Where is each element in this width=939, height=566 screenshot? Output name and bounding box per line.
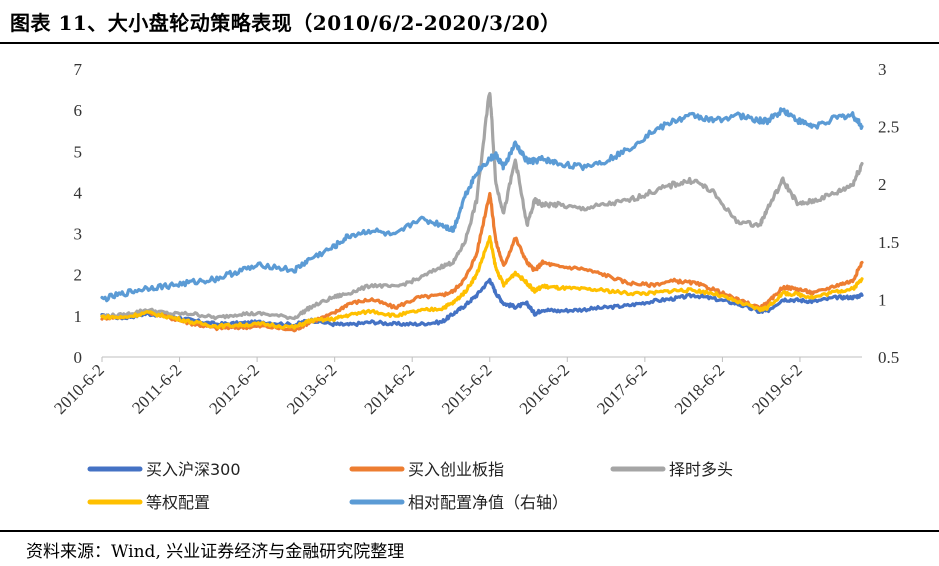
y-right-tick-label: 2 — [878, 175, 887, 194]
chart-series — [100, 91, 864, 333]
y-right-tick-label: 2.5 — [878, 118, 899, 137]
x-tick-label: 2017-6-2 — [593, 360, 651, 418]
figure-title: 图表 11、大小盘轮动策略表现（2010/6/2-2020/3/20） — [10, 11, 561, 35]
y-right-tick-label: 0.5 — [878, 348, 899, 367]
source-rule — [0, 530, 939, 532]
y-left-tick-label: 6 — [74, 101, 83, 120]
x-tick-label: 2011-6-2 — [128, 360, 185, 417]
title-rule — [0, 42, 939, 44]
y-left-tick-label: 3 — [74, 225, 83, 244]
legend-label-5: 相对配置净值（右轴） — [408, 493, 568, 512]
series-line-5 — [100, 107, 864, 303]
x-tick-label: 2013-6-2 — [283, 360, 341, 418]
legend-label-4: 等权配置 — [146, 493, 210, 512]
x-tick-label: 2019-6-2 — [748, 360, 806, 418]
x-tick-label: 2014-6-2 — [361, 360, 419, 418]
y-left-tick-label: 7 — [74, 60, 83, 79]
legend-label-1: 买入沪深300 — [146, 460, 241, 479]
x-tick-label: 2015-6-2 — [438, 360, 496, 418]
y-right-tick-label: 3 — [878, 60, 887, 79]
y-left-tick-label: 1 — [74, 307, 83, 326]
series-line-4 — [100, 235, 864, 330]
y-left-tick-label: 2 — [74, 266, 83, 285]
y-right-tick-label: 1.5 — [878, 233, 899, 252]
x-tick-label: 2010-6-2 — [50, 360, 108, 418]
legend-label-3: 择时多头 — [669, 460, 733, 479]
y-left-tick-label: 5 — [74, 142, 83, 161]
y-right-tick-label: 1 — [878, 290, 887, 309]
y-left-tick-label: 4 — [74, 183, 83, 202]
series-line-3 — [100, 91, 864, 321]
x-tick-label: 2016-6-2 — [516, 360, 574, 418]
x-tick-label: 2018-6-2 — [671, 360, 729, 418]
source-note: 资料来源：Wind, 兴业证券经济与金融研究院整理 — [26, 542, 405, 562]
legend-label-2: 买入创业板指 — [408, 460, 504, 479]
y-left-tick-label: 0 — [74, 348, 83, 367]
x-tick-label: 2012-6-2 — [205, 360, 263, 418]
